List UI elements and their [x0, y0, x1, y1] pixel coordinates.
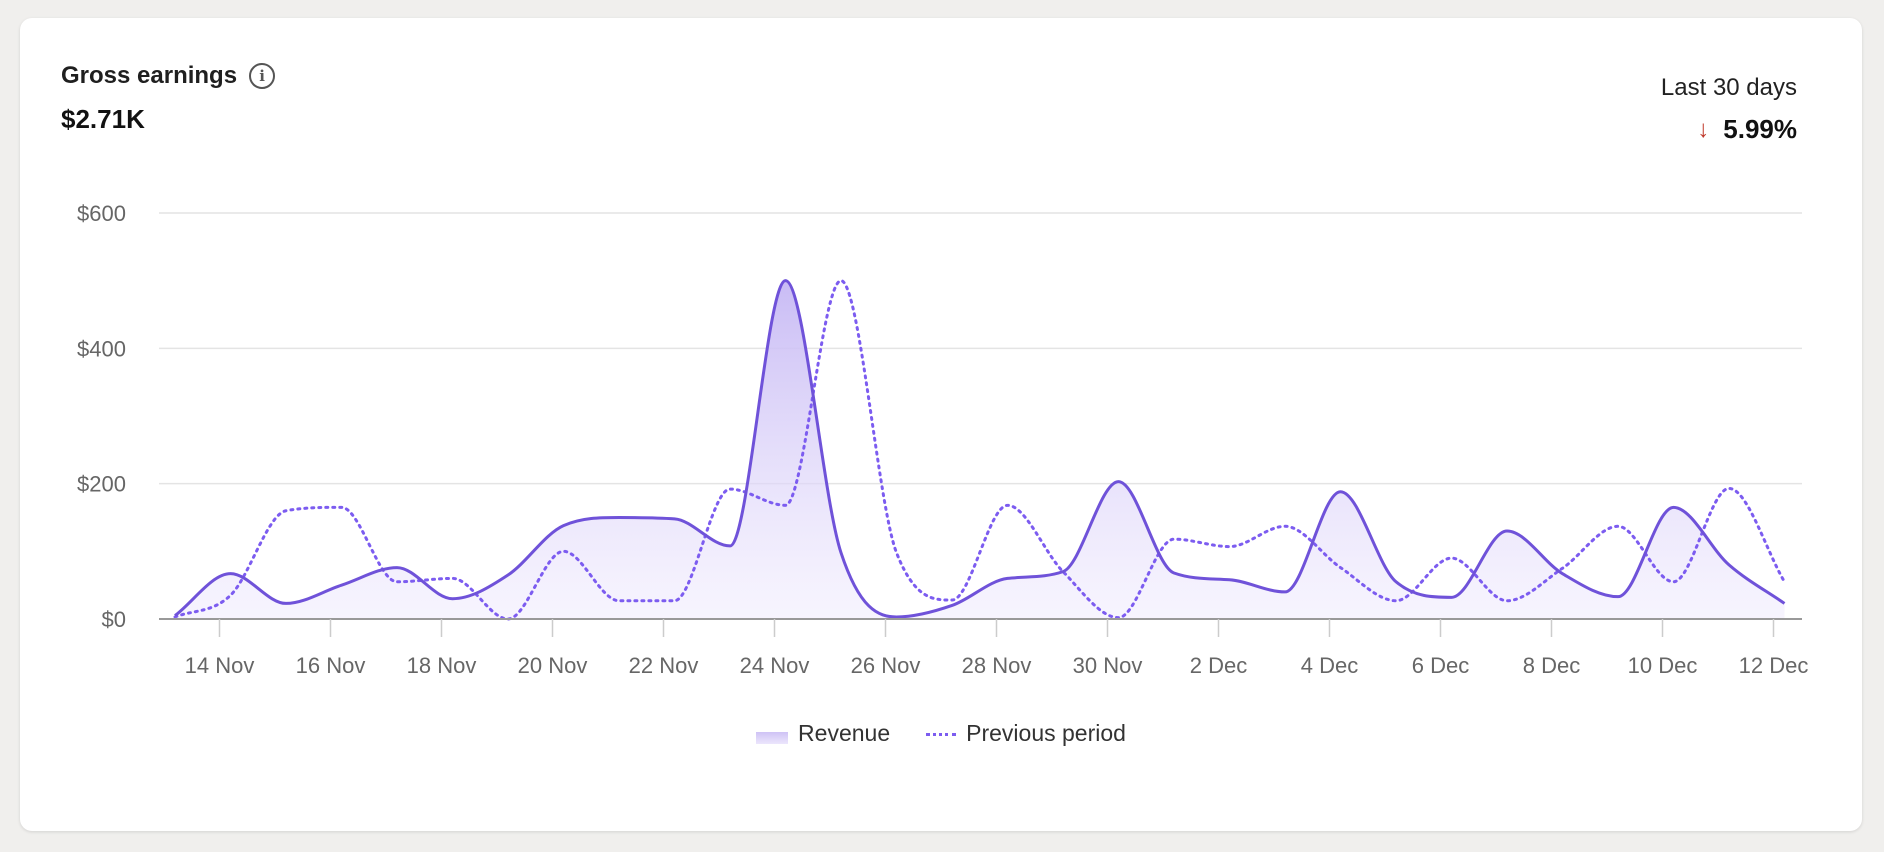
y-tick-label: $400 [77, 336, 126, 361]
x-tick-label: 10 Dec [1628, 653, 1698, 678]
x-tick-label: 22 Nov [629, 653, 699, 678]
legend-label: Revenue [798, 720, 891, 746]
x-tick-label: 28 Nov [962, 653, 1032, 678]
x-tick-label: 18 Nov [407, 653, 477, 678]
previous-period-swatch [926, 733, 957, 736]
x-tick-label: 26 Nov [851, 653, 921, 678]
legend: Revenue Previous period [20, 720, 1862, 747]
date-range-label: Last 30 days [1660, 74, 1797, 101]
y-tick-label: $0 [102, 607, 126, 632]
x-tick-label: 12 Dec [1739, 653, 1809, 678]
x-tick-label: 14 Nov [185, 653, 255, 678]
change-indicator: ↓ 5.99% [1697, 114, 1797, 145]
x-tick-label: 30 Nov [1073, 653, 1143, 678]
earnings-chart: $0 $200 $400 $600 14 Nov 16 Nov 18 Nov 20 Nov 22… [77, 201, 1809, 678]
legend-item-revenue[interactable]: Revenue [756, 720, 890, 747]
legend-label: Previous period [966, 720, 1126, 746]
title-text: Gross earnings [61, 62, 238, 89]
x-tick-label: 6 Dec [1412, 653, 1469, 678]
x-tick-label: 8 Dec [1523, 653, 1580, 678]
legend-item-previous-period[interactable]: Previous period [926, 720, 1126, 747]
previous-period-line [173, 279, 1786, 621]
revenue-line [174, 279, 1786, 619]
revenue-swatch [756, 731, 789, 744]
x-tick-label: 20 Nov [518, 653, 588, 678]
y-tick-label: $600 [77, 201, 126, 226]
gross-earnings-card: Gross earnings i $2.71K Last 30 days ↓ 5… [20, 18, 1862, 831]
info-icon[interactable]: i [249, 63, 276, 89]
x-tick-label: 4 Dec [1301, 653, 1358, 678]
x-tick-label: 24 Nov [740, 653, 810, 678]
change-value: 5.99% [1723, 114, 1797, 144]
total-value: $2.71K [61, 104, 145, 134]
card-title: Gross earnings i [61, 62, 276, 90]
revenue-area [175, 280, 1785, 619]
x-tick-label: 16 Nov [296, 653, 366, 678]
x-tick-label: 2 Dec [1190, 653, 1247, 678]
y-tick-label: $200 [77, 472, 126, 497]
arrow-down-icon: ↓ [1697, 115, 1710, 143]
